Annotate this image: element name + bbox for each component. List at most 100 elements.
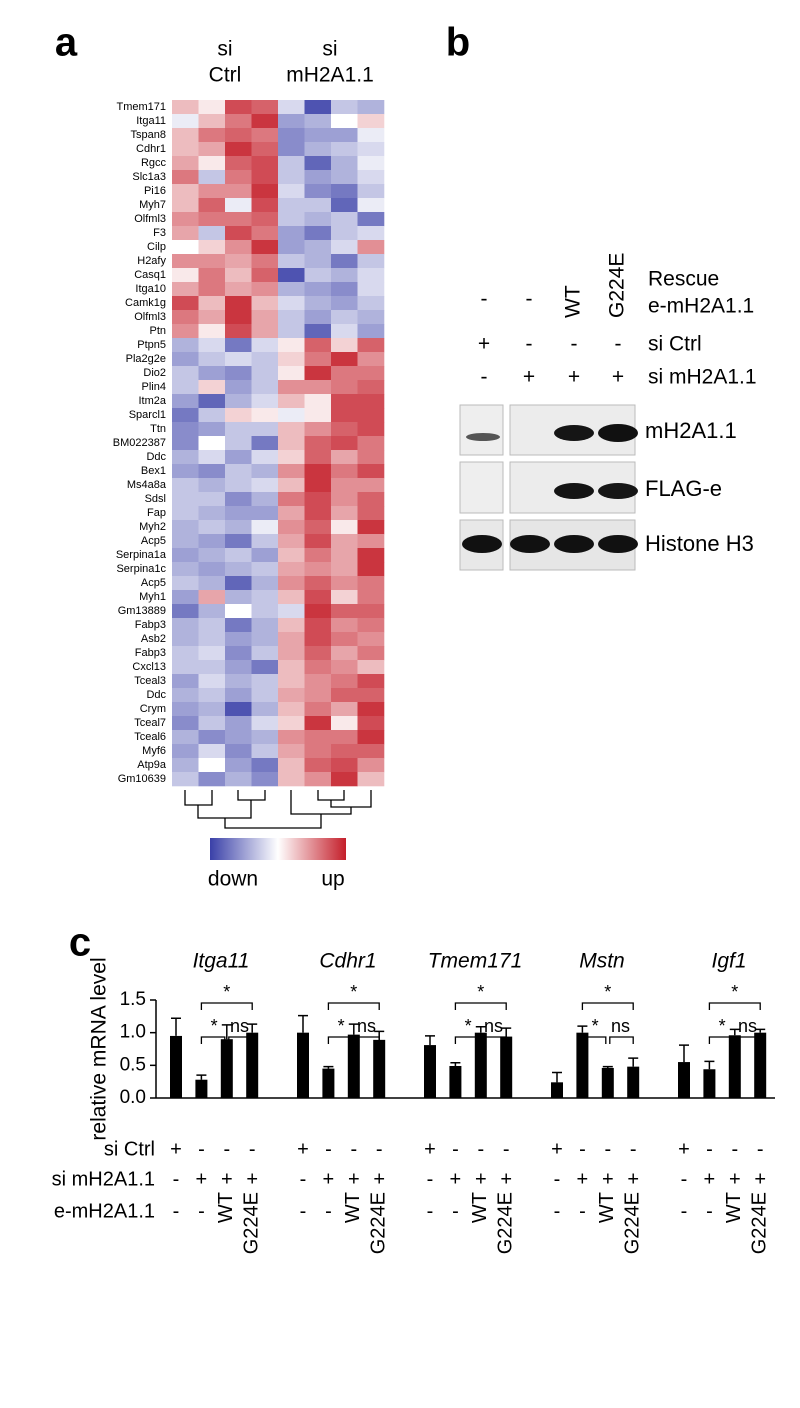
heatmap-cell xyxy=(278,212,305,227)
gene-label: Tceal7 xyxy=(134,717,166,729)
heatmap-cell xyxy=(172,632,199,647)
condition-value: G224E xyxy=(367,1192,389,1254)
gene-label: Ms4a8a xyxy=(127,479,167,491)
gene-label: H2afy xyxy=(137,255,166,267)
heatmap-cell xyxy=(225,380,252,395)
heatmap-cell xyxy=(357,478,385,493)
gene-label: Pla2g2e xyxy=(126,353,166,365)
heatmap-cell xyxy=(198,674,226,689)
condition-label: si Ctrl xyxy=(104,1138,155,1160)
heatmap-cell xyxy=(251,310,279,325)
heatmap-cell xyxy=(331,646,358,661)
heatmap-cell xyxy=(304,688,332,703)
heatmap-cell xyxy=(172,380,199,395)
heatmap-cell xyxy=(172,212,199,227)
condition-value: WT xyxy=(215,1192,237,1223)
column-header: si xyxy=(322,38,337,61)
error-bar xyxy=(348,1023,359,1035)
significance-bracket xyxy=(708,1002,761,1044)
heatmap-cell xyxy=(172,282,199,297)
bar xyxy=(728,1035,741,1098)
heatmap-cell xyxy=(278,562,305,577)
heatmap-cell xyxy=(172,618,199,633)
heatmap-cell xyxy=(331,422,358,437)
condition-value: WT xyxy=(469,1192,491,1223)
heatmap-cell xyxy=(198,744,226,759)
heatmap-cell xyxy=(172,128,199,143)
bar xyxy=(170,1035,182,1098)
heatmap-cell xyxy=(304,436,332,451)
error-bar xyxy=(577,1025,588,1033)
bar xyxy=(347,1034,360,1098)
heatmap-cell xyxy=(304,268,332,283)
heatmap-cell xyxy=(331,408,358,423)
condition-value: + xyxy=(348,1168,360,1190)
heatmap-cell xyxy=(225,100,252,115)
gene-label: Casq1 xyxy=(134,269,166,281)
condition-value: + xyxy=(246,1168,258,1190)
heatmap-cell xyxy=(172,142,199,157)
heatmap-cell xyxy=(357,632,385,647)
heatmap-cell xyxy=(198,282,226,297)
condition-value: + xyxy=(627,1168,639,1190)
heatmap-cell xyxy=(172,506,199,521)
heatmap-cell xyxy=(251,604,279,619)
heatmap-cell xyxy=(251,198,279,213)
heatmap-cell xyxy=(278,184,305,199)
heatmap-cell xyxy=(278,548,305,563)
heatmap-cell xyxy=(357,352,385,367)
condition-value: - xyxy=(706,1200,713,1222)
heatmap-cell xyxy=(278,688,305,703)
condition-value: - xyxy=(731,1138,738,1160)
condition-value: G224E xyxy=(621,1192,643,1254)
heatmap-cell xyxy=(172,492,199,507)
heatmap-cell xyxy=(278,772,305,787)
heatmap-cell xyxy=(304,156,332,171)
heatmap-cell xyxy=(331,240,358,255)
y-tick-label: 1.5 xyxy=(120,989,146,1010)
heatmap-cell xyxy=(251,366,279,381)
error-bar xyxy=(425,1035,435,1046)
heatmap-cell xyxy=(331,702,358,717)
heatmap-cell xyxy=(278,618,305,633)
condition-value: + xyxy=(551,1138,563,1160)
heatmap-cell xyxy=(331,464,358,479)
heatmap-cell xyxy=(198,240,226,255)
condition-value: - xyxy=(554,1168,561,1190)
heatmap-cell xyxy=(172,772,199,787)
heatmap-cell xyxy=(172,184,199,199)
heatmap-cell xyxy=(331,324,358,339)
gene-label: F3 xyxy=(153,227,166,239)
condition-value: WT xyxy=(723,1192,745,1223)
heatmap-cell xyxy=(225,114,252,129)
heatmap-cell xyxy=(198,296,226,311)
y-tick-label: 0.0 xyxy=(120,1087,146,1108)
condition-value: - xyxy=(477,1138,484,1160)
heatmap-cell xyxy=(278,506,305,521)
heatmap-cell xyxy=(357,366,385,381)
heatmap-cell xyxy=(172,590,199,605)
heatmap-cell xyxy=(198,268,226,283)
heatmap-cell xyxy=(172,646,199,661)
heatmap-cell xyxy=(251,254,279,269)
heatmap-cell xyxy=(251,394,279,409)
significance-label: ns xyxy=(738,1016,757,1036)
error-bar xyxy=(450,1061,461,1066)
gene-label: Atp9a xyxy=(137,759,167,771)
gene-label: Ddc xyxy=(146,451,166,463)
heatmap-cell xyxy=(278,170,305,185)
heatmap-cell xyxy=(304,324,332,339)
heatmap-cell xyxy=(225,240,252,255)
condition-value: + xyxy=(297,1138,309,1160)
heatmap-cell xyxy=(331,660,358,675)
heatmap-cell xyxy=(172,394,199,409)
gene-label: Sparcl1 xyxy=(129,409,166,421)
gene-name: Itga11 xyxy=(193,950,250,973)
condition-value: - xyxy=(571,333,578,356)
heatmap-cell xyxy=(357,604,385,619)
heatmap-cell xyxy=(331,478,358,493)
heatmap-cell xyxy=(357,506,385,521)
heatmap-cell xyxy=(225,562,252,577)
heatmap-cell xyxy=(198,324,226,339)
heatmap-cell xyxy=(198,688,226,703)
